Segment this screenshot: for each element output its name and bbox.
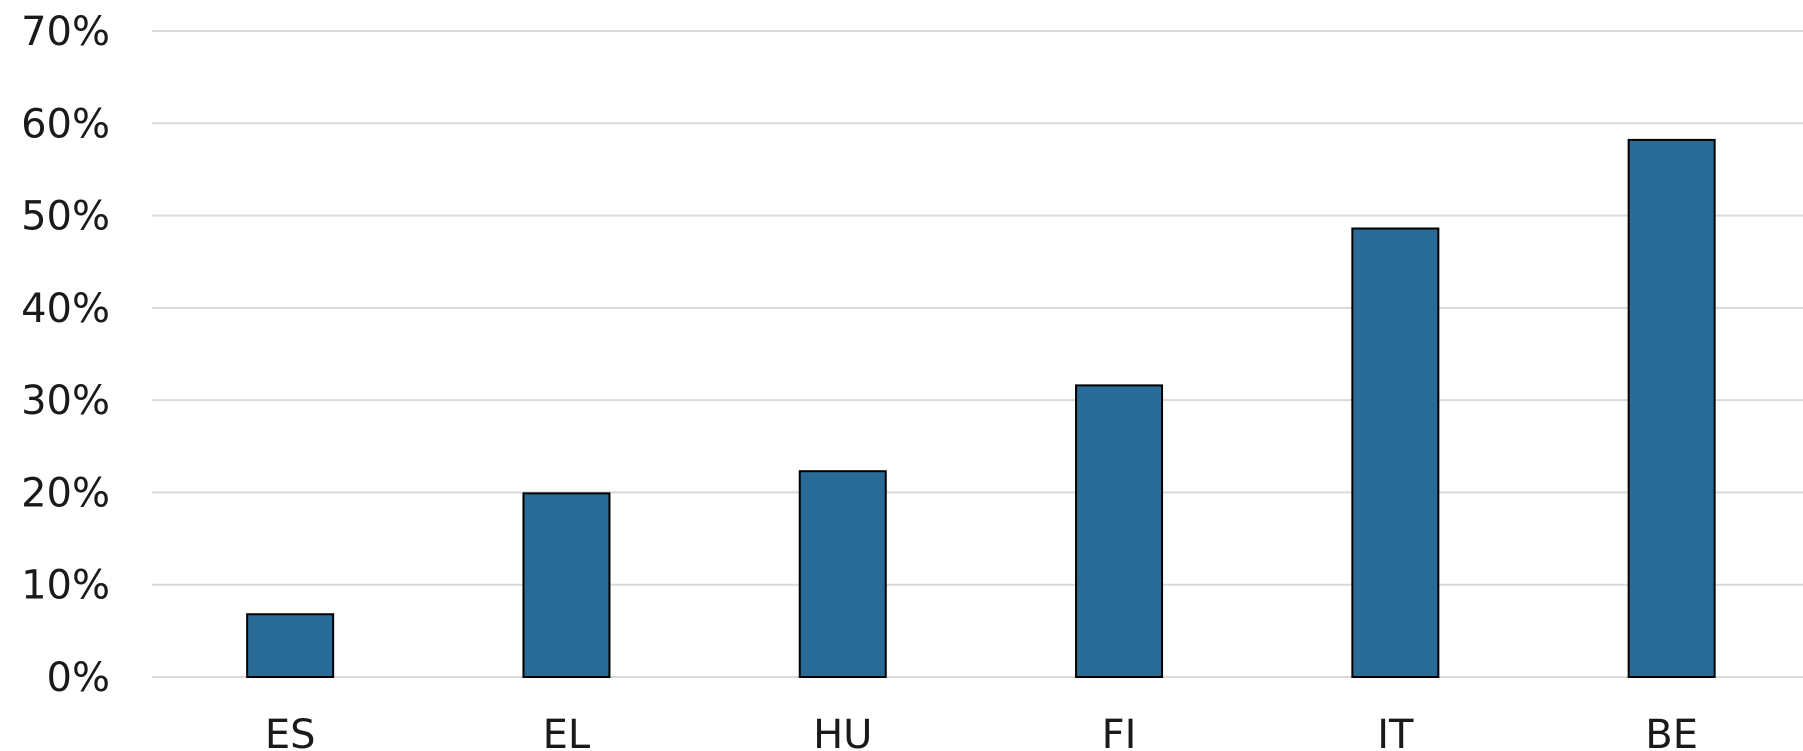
y-tick-label: 60% bbox=[21, 101, 110, 147]
x-category-label: EL bbox=[543, 712, 591, 751]
bar-it bbox=[1351, 227, 1440, 678]
x-category-label: FI bbox=[1102, 712, 1137, 751]
x-category-label: HU bbox=[813, 712, 872, 751]
y-gridlines bbox=[152, 30, 1803, 678]
y-tick-label: 10% bbox=[21, 563, 110, 609]
bar-fi bbox=[1075, 384, 1164, 678]
x-category-label: IT bbox=[1377, 712, 1414, 751]
bar-hu bbox=[798, 470, 887, 678]
bar-es bbox=[246, 613, 335, 679]
y-axis-tick-labels: 0% 10% 20% 30% 40% 50% 60% 70% bbox=[21, 9, 110, 701]
y-tick-label: 30% bbox=[21, 378, 110, 424]
x-category-label: BE bbox=[1645, 712, 1698, 751]
y-tick-label: 40% bbox=[21, 286, 110, 332]
y-tick-label: 20% bbox=[21, 470, 110, 516]
y-tick-label: 50% bbox=[21, 194, 110, 240]
bar-el bbox=[522, 492, 611, 679]
y-tick-label: 70% bbox=[21, 9, 110, 55]
x-axis-category-labels: ES EL HU FI IT BE bbox=[265, 712, 1698, 751]
bars bbox=[246, 138, 1716, 679]
x-category-label: ES bbox=[265, 712, 316, 751]
y-tick-label: 0% bbox=[47, 655, 110, 701]
bar-be bbox=[1627, 138, 1716, 678]
